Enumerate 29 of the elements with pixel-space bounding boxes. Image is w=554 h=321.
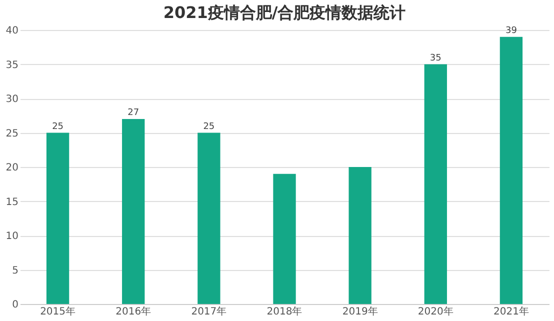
data-label: 35 — [430, 53, 442, 64]
bar — [424, 64, 447, 304]
y-tick-label: 10 — [6, 231, 18, 242]
data-label: 25 — [203, 122, 215, 132]
bar — [46, 132, 70, 304]
y-tick-label: 40 — [6, 26, 18, 36]
x-tick-label: 2016年 — [116, 306, 152, 318]
y-tick-label: 30 — [6, 94, 18, 105]
bar — [273, 174, 296, 304]
bar — [122, 119, 145, 304]
x-tick-label: 2017年 — [191, 306, 227, 318]
y-tick-label: 25 — [6, 128, 18, 140]
x-tick-label: 2019年 — [342, 306, 378, 318]
y-tick-label: 0 — [12, 300, 18, 310]
bar — [198, 132, 220, 304]
x-tick-label: 2021年 — [493, 306, 529, 318]
x-tick-label: 2015年 — [40, 306, 76, 318]
chart-title: 2021疫情合肥/合肥疫情数据统计 — [163, 3, 406, 22]
bar — [500, 36, 523, 304]
y-tick-label: 5 — [12, 265, 18, 276]
x-tick-label: 2018年 — [266, 306, 302, 318]
y-tick-label: 20 — [6, 162, 18, 174]
data-label: 25 — [52, 122, 64, 132]
y-tick-label: 15 — [6, 196, 18, 208]
y-tick-label: 35 — [6, 60, 18, 71]
bar — [348, 167, 372, 304]
x-tick-label: 2020年 — [418, 306, 454, 318]
data-label: 39 — [505, 26, 518, 36]
data-label: 27 — [128, 108, 140, 118]
